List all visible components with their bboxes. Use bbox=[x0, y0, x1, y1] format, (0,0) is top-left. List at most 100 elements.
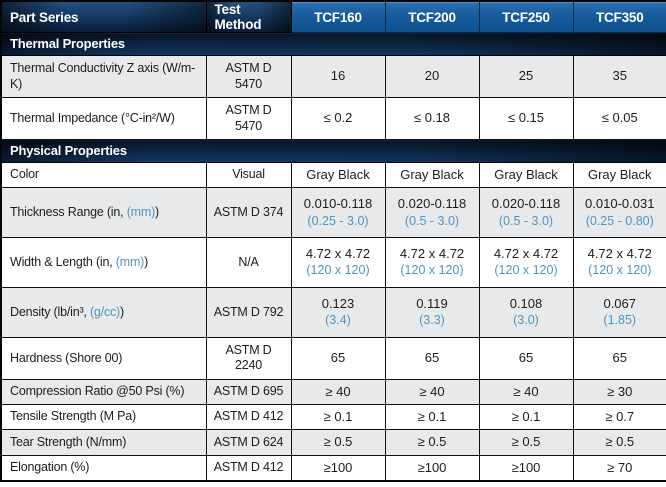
value-main: 0.020-0.118 bbox=[491, 196, 561, 212]
value-main: 0.010-0.118 bbox=[303, 196, 373, 212]
table-row: Thermal Conductivity Z axis (W/m-K) ASTM … bbox=[0, 55, 666, 98]
value-metric: (3.4) bbox=[325, 313, 351, 328]
table-row: Thermal Impedance (°C-in²/W) ASTM D 5470 ≤… bbox=[0, 97, 666, 140]
property-label: Thermal Conductivity Z axis (W/m-K) bbox=[10, 60, 196, 91]
value-main: ≤ 0.2 bbox=[323, 110, 353, 126]
value-main: ≥100 bbox=[323, 459, 353, 475]
value-main: Gray Black bbox=[494, 167, 558, 182]
property-label-cell: Thermal Conductivity Z axis (W/m-K) bbox=[0, 55, 207, 98]
table-row: Width & Length (in, (mm)) N/A 4.72 x 4.72(… bbox=[0, 237, 666, 288]
value-cell: 4.72 x 4.72 (120 x 120) bbox=[290, 237, 386, 288]
value-cell: 0.123 (3.4) bbox=[290, 287, 386, 338]
value-main: ≥ 40 bbox=[419, 383, 445, 399]
value-cell: Gray Black bbox=[290, 161, 386, 189]
header-row: Part Series Test Method TCF160 TCF200 TC… bbox=[0, 0, 666, 33]
value-main: 65 bbox=[424, 350, 440, 366]
value-main: ≥ 30 bbox=[607, 383, 633, 399]
test-method-cell: ASTM D 624 bbox=[205, 429, 292, 456]
property-label-suffix: ) bbox=[120, 304, 124, 319]
value-cell: ≥ 0.5 bbox=[290, 429, 386, 456]
value-main: ≥ 40 bbox=[325, 383, 351, 399]
property-label: Color bbox=[10, 167, 39, 182]
value-cell: ≥ 0.5 bbox=[478, 429, 574, 456]
value-cell: ≥100 bbox=[384, 454, 480, 482]
value-metric: (1.85) bbox=[603, 313, 637, 328]
value-main: ≥ 0.7 bbox=[605, 409, 635, 425]
test-method-cell: ASTM D 412 bbox=[205, 404, 292, 431]
value-cell: ≥ 0.5 bbox=[572, 429, 666, 456]
value-main: 4.72 x 4.72 bbox=[493, 246, 559, 262]
value-cell: 65 bbox=[384, 336, 480, 380]
section-title: Thermal Properties bbox=[0, 32, 666, 56]
value-main: ≥ 70 bbox=[607, 459, 633, 475]
value-metric: (0.25 - 3.0) bbox=[307, 213, 369, 228]
value-cell: ≤ 0.15 bbox=[478, 97, 574, 140]
value-main: 65 bbox=[612, 350, 627, 366]
table-row: Density (lb/in³, (g/cc)) ASTM D 792 0.123(… bbox=[0, 287, 666, 338]
value-cell: Gray Black bbox=[572, 161, 666, 189]
value-main: 0.119 bbox=[416, 296, 448, 311]
column-header-tcf160: TCF160 bbox=[290, 0, 386, 33]
value-cell: 65 bbox=[572, 336, 666, 380]
value-main: ≥ 0.5 bbox=[605, 434, 635, 450]
property-label-cell: Tear Strength (N/mm) bbox=[0, 429, 207, 456]
value-cell: ≥ 0.7 bbox=[572, 404, 666, 431]
value-main: ≤ 0.15 bbox=[507, 110, 545, 126]
value-cell: ≥ 0.1 bbox=[290, 404, 386, 431]
value-cell: 0.020-0.118 (0.5 - 3.0) bbox=[478, 187, 574, 239]
test-method-cell: ASTM D 695 bbox=[205, 378, 292, 406]
test-method-cell: ASTM D 5470 bbox=[205, 55, 292, 98]
value-main: 35 bbox=[612, 68, 627, 84]
value-metric: (120 x 120) bbox=[306, 263, 370, 278]
value-main: 0.067 bbox=[603, 296, 637, 311]
value-metric: (120 x 120) bbox=[400, 263, 464, 278]
value-main: 0.020-0.118 bbox=[397, 196, 467, 212]
value-cell: ≥ 0.1 bbox=[478, 404, 574, 431]
value-main: 4.72 x 4.72 bbox=[587, 246, 652, 262]
value-main: Gray Black bbox=[306, 167, 370, 182]
value-cell: 0.119 (3.3) bbox=[384, 287, 480, 338]
value-metric: (120 x 120) bbox=[588, 263, 652, 278]
property-label: Thermal Impedance (°C-in²/W) bbox=[10, 110, 175, 125]
property-label-unit-accent: (mm) bbox=[126, 204, 156, 219]
property-label-cell: Width & Length (in, (mm)) bbox=[0, 237, 207, 288]
property-label-cell: Thermal Impedance (°C-in²/W) bbox=[0, 97, 207, 140]
test-method-cell: ASTM D 374 bbox=[205, 187, 292, 239]
section-title: Physical Properties bbox=[0, 139, 666, 163]
column-header-tcf200: TCF200 bbox=[384, 0, 480, 33]
value-main: ≥100 bbox=[511, 459, 541, 475]
property-label-cell: Thickness Range (in, (mm)) bbox=[0, 187, 207, 239]
table-body: Thermal Properties Thermal Conductivity Z… bbox=[0, 32, 666, 482]
value-main: 4.72 x 4.72 bbox=[399, 246, 465, 262]
value-cell: 65 bbox=[478, 336, 574, 380]
test-method-cell: ASTM D 2240 bbox=[205, 336, 292, 380]
value-main: ≤ 0.05 bbox=[601, 110, 638, 126]
test-method-cell: Visual bbox=[205, 161, 292, 189]
value-cell: Gray Black bbox=[384, 161, 480, 189]
value-main: ≥ 0.5 bbox=[511, 434, 541, 450]
value-main: 0.010-0.031 bbox=[585, 196, 655, 212]
value-cell: 4.72 x 4.72 (120 x 120) bbox=[572, 237, 666, 288]
value-main: ≥ 0.5 bbox=[417, 434, 447, 450]
property-label: Width & Length (in, bbox=[10, 254, 116, 269]
value-cell: 0.010-0.031 (0.25 - 0.80) bbox=[572, 187, 666, 239]
value-cell: ≥ 0.1 bbox=[384, 404, 480, 431]
value-cell: 0.067 (1.85) bbox=[572, 287, 666, 338]
value-cell: ≥100 bbox=[290, 454, 386, 482]
value-cell: 4.72 x 4.72 (120 x 120) bbox=[478, 237, 574, 288]
value-cell: ≥100 bbox=[478, 454, 574, 482]
value-cell: 0.108 (3.0) bbox=[478, 287, 574, 338]
property-label-cell: Color bbox=[0, 161, 207, 189]
value-cell: ≥ 40 bbox=[384, 378, 480, 406]
property-label-cell: Density (lb/in³, (g/cc)) bbox=[0, 287, 207, 338]
value-main: ≥ 0.1 bbox=[323, 409, 353, 425]
value-cell: 0.010-0.118 (0.25 - 3.0) bbox=[290, 187, 386, 239]
value-main: 25 bbox=[518, 68, 534, 84]
value-metric: (3.0) bbox=[513, 313, 539, 328]
value-cell: ≥ 40 bbox=[290, 378, 386, 406]
value-cell: 20 bbox=[384, 55, 480, 98]
value-main: ≤ 0.18 bbox=[413, 110, 451, 126]
table-row: Compression Ratio @50 Psi (%) ASTM D 695 ≥… bbox=[0, 378, 666, 406]
value-cell: ≤ 0.05 bbox=[572, 97, 666, 140]
